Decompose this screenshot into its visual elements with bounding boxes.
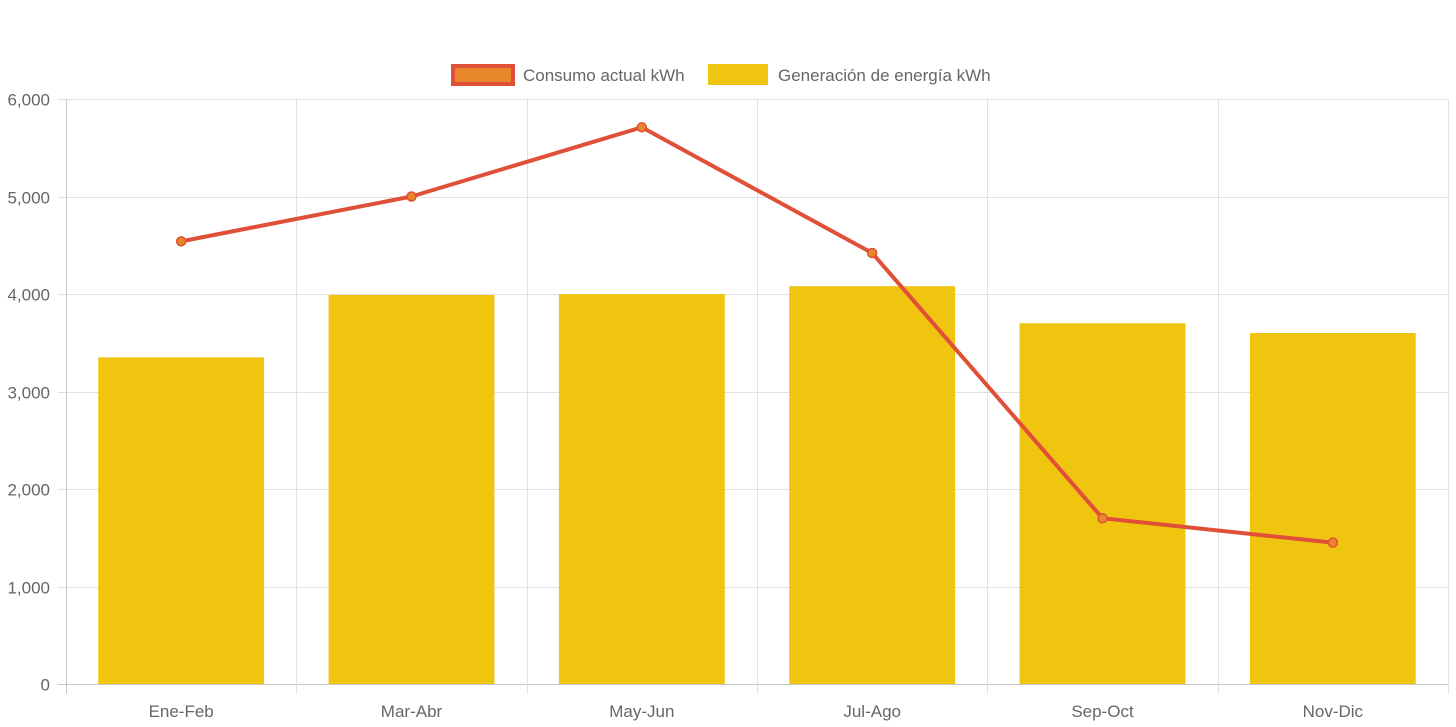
- bar-generacion-may-jun[interactable]: [558, 294, 725, 684]
- point-consumo-may-jun[interactable]: [636, 122, 648, 133]
- x-tick-label: Mar-Abr: [381, 702, 443, 721]
- legend-label-consumo: Consumo actual kWh: [523, 66, 685, 85]
- line-consumo: [179, 125, 1335, 545]
- bar-generacion-nov-dic[interactable]: [1249, 333, 1416, 684]
- bar-generacion-sep-oct[interactable]: [1019, 323, 1186, 684]
- line-layer: [175, 122, 1339, 548]
- bar-layer: [98, 286, 1416, 684]
- legend-item-generacion[interactable]: Generación de energía kWh: [708, 64, 991, 85]
- legend-label-generacion: Generación de energía kWh: [778, 66, 991, 85]
- legend-swatch-consumo: [451, 64, 515, 86]
- legend[interactable]: Consumo actual kWh Generación de energía …: [451, 64, 991, 86]
- x-tick-label: Nov-Dic: [1303, 702, 1364, 721]
- y-tick-label: 5,000: [7, 189, 50, 208]
- y-tick-label: 1,000: [7, 579, 50, 598]
- y-tick-label: 2,000: [7, 481, 50, 500]
- x-tick-label: May-Jun: [609, 702, 674, 721]
- point-consumo-jul-ago[interactable]: [866, 247, 878, 259]
- x-tick-label: Jul-Ago: [843, 702, 901, 721]
- grid-layer: [58, 99, 1449, 694]
- point-consumo-nov-dic[interactable]: [1327, 537, 1339, 548]
- y-tick-label: 3,000: [7, 384, 50, 403]
- legend-swatch-generacion: [708, 64, 768, 85]
- y-tick-label: 4,000: [7, 286, 50, 305]
- legend-item-consumo[interactable]: Consumo actual kWh: [451, 64, 685, 86]
- point-consumo-ene-feb[interactable]: [175, 236, 187, 247]
- bar-generacion-ene-feb[interactable]: [98, 357, 265, 684]
- point-consumo-sep-oct[interactable]: [1097, 513, 1108, 524]
- axis-layer: 0 1,000 2,000 3,000 4,000 5,000 6,000 Ene-Feb Ma…: [7, 91, 1363, 722]
- x-tick-label: Ene-Feb: [149, 702, 214, 721]
- bar-generacion-jul-ago[interactable]: [789, 286, 956, 684]
- bar-generacion-mar-abr[interactable]: [328, 294, 495, 684]
- y-tick-label: 6,000: [7, 91, 50, 110]
- point-consumo-mar-abr[interactable]: [406, 191, 417, 202]
- x-tick-label: Sep-Oct: [1071, 702, 1134, 721]
- y-tick-label: 0: [41, 676, 50, 695]
